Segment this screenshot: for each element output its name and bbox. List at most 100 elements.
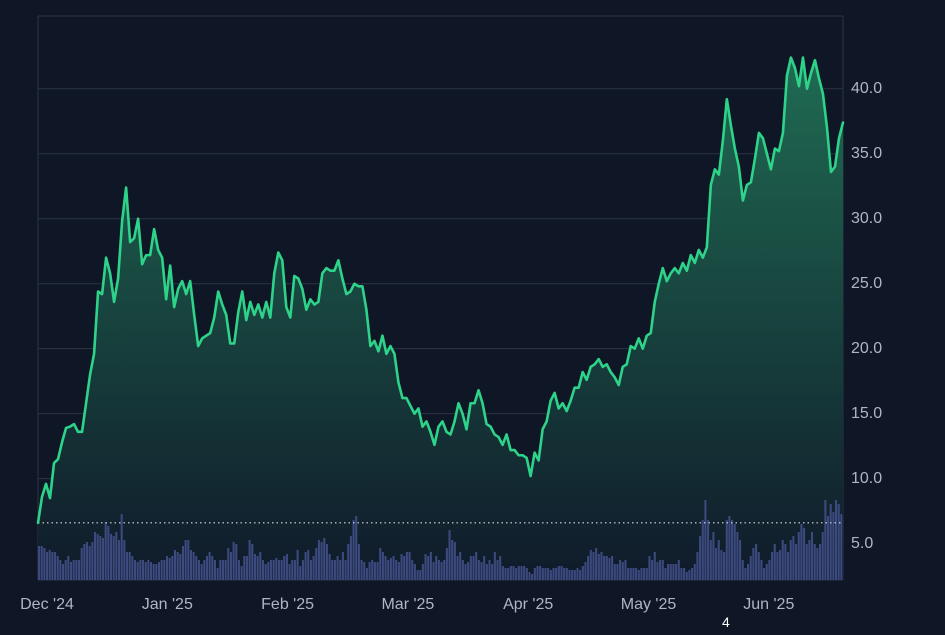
- volume-bar: [427, 556, 430, 580]
- volume-bar: [813, 544, 816, 580]
- volume-bar: [627, 568, 630, 580]
- volume-bar: [147, 560, 150, 580]
- volume-bar: [784, 544, 787, 580]
- volume-bar: [424, 554, 427, 580]
- volume-bar: [296, 550, 299, 580]
- volume-bar: [613, 564, 616, 580]
- volume-bar: [149, 562, 153, 580]
- volume-bar: [597, 554, 600, 580]
- volume-bar: [664, 568, 667, 580]
- volume-bar: [771, 552, 774, 580]
- volume-bar: [491, 564, 494, 580]
- volume-bar: [552, 568, 555, 580]
- volume-bar: [827, 516, 830, 580]
- volume-bar: [781, 540, 784, 580]
- volume-bar: [85, 542, 89, 580]
- volume-bar: [341, 552, 344, 580]
- volume-bar: [584, 562, 587, 580]
- volume-bar: [480, 562, 483, 580]
- volume-bar: [640, 568, 643, 580]
- volume-bar: [680, 568, 683, 580]
- volume-bar: [69, 562, 73, 580]
- volume-bar: [717, 540, 720, 580]
- volume-bar: [624, 560, 627, 580]
- volume-bar: [117, 540, 121, 580]
- volume-bars: [38, 500, 843, 580]
- volume-bar: [808, 540, 811, 580]
- volume-bar: [352, 520, 355, 580]
- volume-bar: [397, 562, 400, 580]
- volume-bar: [189, 550, 193, 580]
- volume-bar: [227, 548, 230, 580]
- y-tick-label: 40.0: [851, 79, 883, 97]
- volume-bar: [456, 556, 459, 580]
- volume-bar: [365, 568, 368, 580]
- volume-bar: [229, 552, 232, 580]
- volume-bar: [643, 568, 646, 580]
- volume-bar: [176, 552, 179, 580]
- volume-bar: [267, 562, 270, 580]
- volume-bar: [221, 560, 224, 580]
- volume-bar: [797, 532, 800, 580]
- volume-bar: [293, 560, 296, 580]
- volume-bar: [829, 504, 832, 580]
- volume-bar: [704, 500, 707, 580]
- volume-bar: [776, 552, 779, 580]
- volume-bar: [160, 560, 163, 580]
- volume-bar: [109, 534, 113, 580]
- volume-bar: [120, 514, 123, 580]
- volume-bar: [549, 570, 552, 580]
- volume-bar: [157, 562, 161, 580]
- volume-bar: [72, 560, 75, 580]
- volume-bar: [744, 568, 747, 580]
- volume-bar: [741, 560, 744, 580]
- volume-bar: [536, 566, 539, 580]
- volume-bar: [525, 568, 528, 580]
- volume-bar: [195, 556, 198, 580]
- volume-bar: [112, 536, 115, 580]
- volume-bar: [115, 532, 118, 580]
- volume-bar: [603, 556, 606, 580]
- volume-bar: [283, 556, 286, 580]
- volume-bar: [803, 528, 806, 580]
- volume-bar: [80, 548, 83, 580]
- volume-bar: [595, 548, 598, 580]
- volume-bar: [488, 560, 491, 580]
- volume-bar: [208, 552, 211, 580]
- volume-bar: [405, 552, 408, 580]
- volume-bar: [611, 556, 614, 580]
- volume-bar: [576, 568, 579, 580]
- volume-bar: [291, 560, 294, 580]
- volume-bar: [312, 556, 315, 580]
- volume-bar: [277, 560, 280, 580]
- volume-bar: [219, 560, 222, 580]
- volume-bar: [272, 560, 275, 580]
- volume-bar: [835, 500, 838, 580]
- volume-bar: [587, 556, 590, 580]
- volume-bar: [725, 520, 728, 580]
- volume-bar: [299, 566, 302, 580]
- volume-bar: [323, 538, 326, 580]
- volume-bar: [408, 552, 411, 580]
- volume-bar: [683, 568, 686, 580]
- volume-bar: [459, 552, 462, 580]
- x-tick-label: Feb '25: [261, 596, 315, 613]
- volume-bar: [621, 562, 624, 580]
- volume-bar: [245, 556, 248, 580]
- volume-bar: [672, 564, 675, 580]
- volume-bar: [440, 562, 443, 580]
- volume-bar: [107, 526, 110, 580]
- volume-bar: [696, 552, 699, 580]
- volume-bar: [840, 514, 843, 580]
- volume-bar: [507, 568, 510, 580]
- volume-bar: [173, 550, 177, 580]
- volume-bar: [152, 564, 155, 580]
- volume-bar: [96, 534, 99, 580]
- volume-bar: [515, 568, 518, 580]
- volume-bar: [104, 522, 107, 580]
- volume-bar: [792, 536, 795, 580]
- x-tick-label: Dec '24: [20, 596, 74, 613]
- volume-bar: [205, 556, 208, 580]
- volume-bar: [475, 552, 478, 580]
